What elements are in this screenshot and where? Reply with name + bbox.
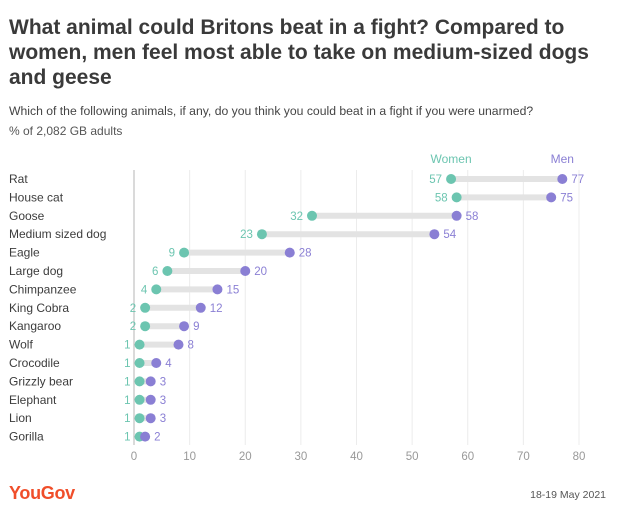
men-value-label: 58	[466, 211, 479, 223]
men-value-label: 20	[254, 266, 267, 278]
women-dot	[307, 210, 317, 221]
men-value-label: 77	[571, 174, 584, 186]
men-dot	[240, 266, 251, 276]
category-label: Kangaroo	[9, 319, 61, 333]
women-value-label: 1	[124, 413, 130, 425]
men-dot	[151, 358, 162, 368]
category-label: Grizzly bear	[9, 374, 73, 388]
sample-note: % of 2,082 GB adults	[9, 124, 123, 138]
category-label: Crocodile	[9, 356, 60, 370]
men-value-label: 3	[160, 376, 166, 388]
women-dot	[151, 284, 162, 295]
men-value-label: 15	[226, 284, 239, 296]
survey-date: 18-19 May 2021	[530, 489, 606, 501]
men-dot	[451, 210, 462, 221]
men-value-label: 9	[193, 321, 199, 333]
women-dot	[179, 247, 190, 258]
men-dot	[179, 321, 190, 332]
category-label: King Cobra	[9, 301, 69, 315]
women-value-label: 4	[141, 284, 148, 296]
women-value-label: 2	[130, 303, 136, 315]
x-tick-label: 70	[517, 451, 530, 463]
women-value-label: 1	[124, 358, 130, 370]
dot-plot-chart: 0 10 20 30 40 50 60 70 80 Women Men Rat 57 77 House ca…	[9, 152, 586, 463]
women-dot	[134, 376, 145, 387]
category-label: Goose	[9, 209, 45, 223]
men-value-label: 8	[188, 340, 194, 352]
women-value-label: 58	[435, 192, 448, 204]
men-value-label: 2	[154, 432, 160, 444]
category-label: Gorilla	[9, 430, 44, 444]
men-value-label: 54	[443, 229, 456, 241]
x-tick-label: 20	[239, 451, 252, 463]
men-dot	[173, 339, 184, 350]
women-dot	[446, 174, 457, 184]
category-label: House cat	[9, 190, 64, 204]
men-dot	[557, 174, 568, 184]
women-dot	[162, 266, 173, 276]
men-dot	[429, 229, 440, 240]
women-dot	[134, 358, 145, 368]
women-dot	[134, 413, 145, 424]
category-label: Medium sized dog	[9, 227, 106, 241]
x-tick-label: 10	[183, 451, 196, 463]
women-dot	[134, 339, 145, 350]
women-value-label: 23	[240, 229, 253, 241]
x-tick-label: 40	[350, 451, 363, 463]
men-dot	[546, 192, 557, 203]
legend-men: Men	[551, 152, 574, 166]
yougov-logo: YouGov	[9, 483, 75, 504]
women-dot	[256, 229, 267, 240]
category-label: Large dog	[9, 264, 63, 278]
chart-subtitle: Which of the following animals, if any, …	[9, 104, 534, 118]
men-dot	[140, 431, 151, 442]
men-value-label: 12	[210, 303, 223, 315]
category-label: Chimpanzee	[9, 282, 77, 296]
women-dot	[134, 394, 145, 405]
chart-title: What animal could Britons beat in a figh…	[9, 16, 589, 89]
category-label: Rat	[9, 172, 28, 186]
category-label: Lion	[9, 411, 32, 425]
men-value-label: 4	[165, 358, 172, 370]
men-dot	[145, 394, 156, 405]
category-label: Eagle	[9, 246, 40, 260]
women-value-label: 6	[152, 266, 158, 278]
category-label: Wolf	[9, 338, 33, 352]
category-label: Elephant	[9, 393, 57, 407]
women-dot	[140, 321, 151, 332]
legend-women: Women	[430, 152, 471, 166]
women-value-label: 2	[130, 321, 136, 333]
x-tick-label: 80	[573, 451, 586, 463]
women-value-label: 1	[124, 395, 130, 407]
women-dot	[140, 302, 151, 313]
men-dot	[284, 247, 295, 258]
x-tick-label: 30	[294, 451, 307, 463]
men-dot	[212, 284, 223, 295]
women-value-label: 1	[124, 376, 130, 388]
women-value-label: 1	[124, 340, 130, 352]
women-value-label: 57	[429, 174, 442, 186]
women-value-label: 1	[124, 432, 130, 444]
x-tick-label: 50	[406, 451, 419, 463]
men-dot	[145, 413, 156, 424]
men-value-label: 3	[160, 395, 166, 407]
women-value-label: 32	[290, 211, 303, 223]
men-dot	[195, 302, 206, 313]
women-value-label: 9	[169, 248, 175, 260]
men-value-label: 28	[299, 248, 312, 260]
x-tick-label: 0	[131, 451, 137, 463]
x-tick-label: 60	[461, 451, 474, 463]
women-dot	[451, 192, 462, 203]
men-dot	[145, 376, 156, 387]
men-value-label: 3	[160, 413, 166, 425]
yougov-logo-text: YouGov	[9, 483, 75, 503]
men-value-label: 75	[560, 192, 573, 204]
